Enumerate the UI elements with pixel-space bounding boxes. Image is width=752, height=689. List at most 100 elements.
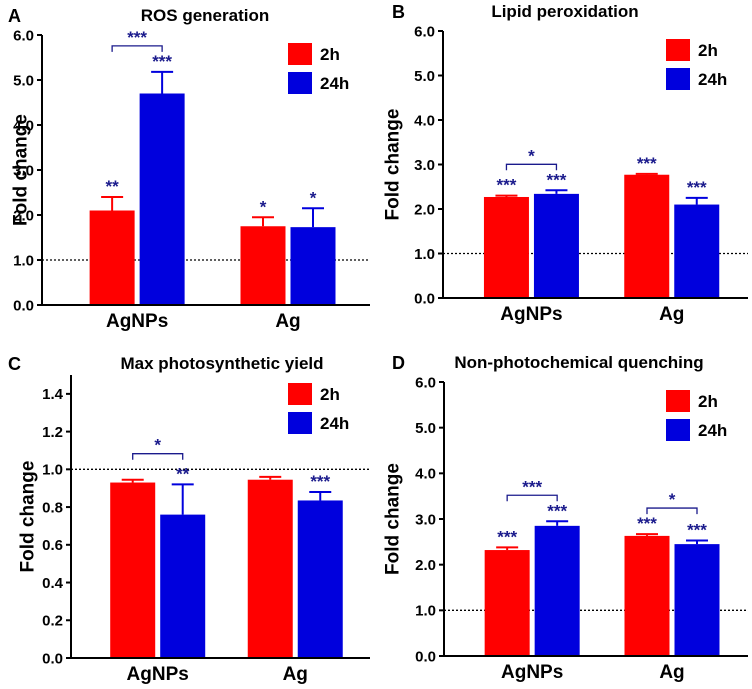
- legend-swatch-24h: [666, 68, 690, 90]
- significance-bracket: [506, 494, 558, 502]
- bar-24h-agnps: [534, 525, 580, 656]
- legend-label: 2h: [698, 392, 718, 411]
- panel-c: C Max photosynthetic yield Fold change 0.0 0…: [8, 354, 370, 685]
- bar-24h-ag: [674, 204, 720, 298]
- legend-label: 24h: [320, 74, 349, 93]
- y-tick-label: 0.0: [13, 297, 34, 314]
- significance-label: ***: [637, 154, 657, 173]
- y-tick-label: 0.2: [42, 613, 63, 630]
- y-tick-label: 4.0: [13, 117, 34, 134]
- bracket-label: *: [154, 436, 161, 455]
- significance-bracket: [111, 45, 163, 52]
- significance-label: ***: [310, 472, 330, 491]
- y-tick-label: 1.0: [13, 252, 34, 269]
- significance-bracket: [132, 453, 184, 460]
- y-tick-label: 1.0: [414, 246, 435, 263]
- x-category-label: AgNPs: [127, 664, 189, 685]
- x-category-label: Ag: [659, 662, 684, 683]
- bar-24h-agnps: [533, 193, 579, 298]
- significance-label: ***: [687, 520, 707, 539]
- significance-label: **: [106, 177, 120, 196]
- legend-label: 2h: [320, 45, 340, 64]
- y-axis-label: Fold change: [18, 461, 39, 573]
- bar-24h-ag: [674, 544, 720, 656]
- significance-label: ***: [547, 170, 567, 189]
- panel-title: Non-photochemical quenching: [454, 353, 703, 372]
- legend-label: 24h: [320, 414, 349, 433]
- panel-title: Lipid peroxidation: [491, 2, 638, 21]
- y-tick-label: 1.0: [42, 462, 63, 479]
- panel-letter: B: [392, 2, 405, 22]
- y-axis-label: Fold change: [383, 463, 404, 575]
- y-tick-label: 5.0: [414, 68, 435, 85]
- y-tick-label: 2.0: [414, 201, 435, 218]
- bar-2h-ag: [624, 174, 670, 298]
- significance-label: ***: [687, 178, 707, 197]
- panel-letter: A: [8, 6, 21, 26]
- significance-label: ***: [547, 501, 567, 520]
- y-tick-label: 1.2: [42, 424, 63, 441]
- legend-swatch-24h: [288, 72, 312, 94]
- significance-bracket: [505, 163, 558, 171]
- y-tick-label: 4.0: [414, 112, 435, 129]
- y-tick-label: 0.8: [42, 499, 63, 516]
- legend-label: 24h: [698, 421, 727, 440]
- y-tick-label: 6.0: [415, 374, 436, 391]
- legend-label: 2h: [698, 41, 718, 60]
- y-axis-label: Fold change: [11, 114, 32, 226]
- significance-label: ***: [637, 514, 657, 533]
- panel-d: D Non-photochemical quenching Fold change 0…: [383, 353, 748, 683]
- bar-2h-ag: [247, 479, 293, 658]
- bar-2h-ag: [240, 226, 286, 305]
- bracket-label: ***: [522, 477, 542, 496]
- x-category-label: AgNPs: [106, 311, 168, 332]
- y-tick-label: 6.0: [13, 27, 34, 44]
- panel-letter: C: [8, 354, 21, 374]
- panel-letter: D: [392, 353, 405, 373]
- legend-label: 2h: [320, 385, 340, 404]
- legend-swatch-2h: [288, 383, 312, 405]
- x-category-label: AgNPs: [501, 662, 563, 683]
- y-tick-label: 5.0: [415, 420, 436, 437]
- significance-label: *: [260, 197, 267, 216]
- significance-label: ***: [497, 176, 517, 195]
- bar-2h-ag: [624, 535, 670, 656]
- legend-swatch-2h: [666, 39, 690, 61]
- significance-bracket: [646, 507, 698, 515]
- bracket-label: *: [528, 146, 535, 165]
- panel-title: Max photosynthetic yield: [120, 354, 323, 373]
- y-tick-label: 0.0: [414, 290, 435, 307]
- legend-swatch-2h: [666, 390, 690, 412]
- bar-24h-ag: [290, 227, 336, 305]
- y-tick-label: 0.6: [42, 537, 63, 554]
- significance-label: ***: [152, 52, 172, 71]
- panel-a: A ROS generation Fold change 0.0 1.0 2.0 3.0 4.…: [8, 6, 370, 332]
- legend-swatch-2h: [288, 43, 312, 65]
- significance-label: *: [310, 188, 317, 207]
- panel-title: ROS generation: [141, 6, 269, 25]
- bracket-label: ***: [127, 28, 147, 47]
- y-tick-label: 5.0: [13, 72, 34, 89]
- y-tick-label: 2.0: [13, 207, 34, 224]
- y-tick-label: 3.0: [414, 157, 435, 174]
- y-tick-label: 2.0: [415, 557, 436, 574]
- x-category-label: Ag: [283, 664, 308, 685]
- bar-24h-agnps: [160, 514, 206, 658]
- y-tick-label: 0.4: [42, 575, 64, 592]
- legend-swatch-24h: [288, 412, 312, 434]
- x-category-label: Ag: [275, 311, 300, 332]
- y-tick-label: 1.4: [42, 386, 64, 403]
- bar-2h-agnps: [89, 210, 135, 305]
- significance-label: ***: [497, 527, 517, 546]
- y-tick-label: 3.0: [13, 162, 34, 179]
- y-tick-label: 4.0: [415, 466, 436, 483]
- bracket-label: *: [669, 490, 676, 509]
- x-category-label: AgNPs: [500, 304, 562, 325]
- legend-swatch-24h: [666, 419, 690, 441]
- bar-2h-agnps: [110, 482, 156, 658]
- panel-b: B Lipid peroxidation Fold change 0.0 1.0 2.0 3…: [383, 2, 748, 325]
- bar-2h-agnps: [484, 550, 530, 656]
- bar-24h-agnps: [139, 93, 185, 305]
- y-axis-label: Fold change: [383, 109, 404, 221]
